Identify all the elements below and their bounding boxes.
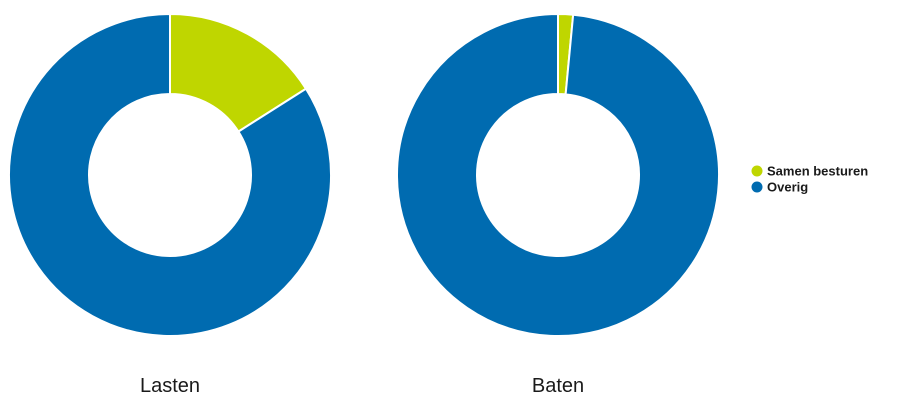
legend-label-samen-besturen: Samen besturen <box>767 164 868 179</box>
slice-lasten-overig <box>8 12 332 337</box>
donut-layer: Lasten Baten <box>8 12 720 397</box>
slice-baten-overig <box>396 12 720 337</box>
slice-lasten-samen-besturen <box>169 12 308 133</box>
legend-label-overig: Overig <box>767 180 808 195</box>
legend-marker-samen-besturen <box>751 165 763 177</box>
donut-baten: Baten <box>396 12 720 397</box>
donut-label-lasten: Lasten <box>140 375 200 396</box>
donut-label-baten: Baten <box>532 375 584 396</box>
legend-marker-overig <box>751 181 763 193</box>
donut-lasten: Lasten <box>8 12 332 397</box>
